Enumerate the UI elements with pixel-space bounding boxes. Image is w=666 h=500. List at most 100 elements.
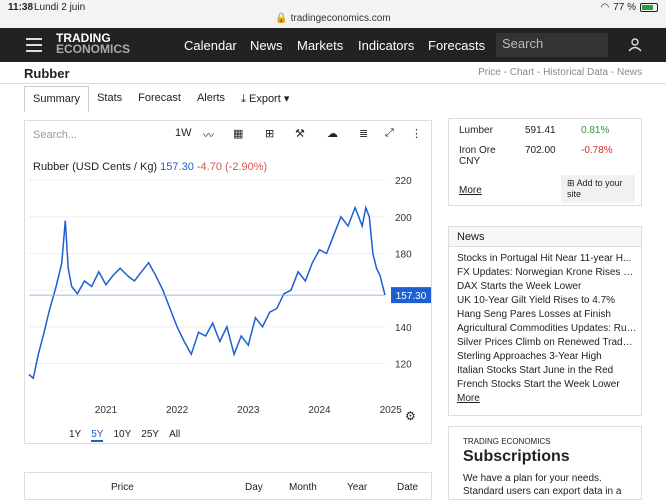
- battery-fill: [642, 5, 653, 10]
- col-price: Price: [111, 482, 134, 493]
- tabs: Summary Stats Forecast Alerts ⤓ Export ▾: [24, 86, 444, 112]
- export-label: Export: [248, 93, 281, 105]
- range-tabs: 1Y 5Y 10Y 25Y All: [69, 429, 180, 442]
- nav-calendar[interactable]: Calendar: [184, 38, 237, 53]
- fullscreen-icon[interactable]: ⤢: [385, 127, 394, 139]
- wrench-icon[interactable]: ⚒: [295, 128, 305, 140]
- user-icon[interactable]: [628, 38, 642, 52]
- list-item[interactable]: Hang Seng Pares Losses at Finish: [457, 309, 611, 320]
- range-25y[interactable]: 25Y: [141, 429, 160, 440]
- list-item[interactable]: DAX Starts the Week Lower: [457, 281, 582, 292]
- range-10y[interactable]: 10Y: [113, 429, 132, 440]
- chart-price: 157.30: [160, 161, 194, 173]
- url-text: tradingeconomics.com: [290, 13, 391, 24]
- chart-info: Rubber (USD Cents / Kg) 157.30 -4.70 (-2…: [33, 161, 267, 173]
- settings-icon[interactable]: ⚙: [405, 409, 416, 423]
- last-value-label: 157.30: [396, 291, 427, 302]
- plus-icon: ⊞: [567, 178, 575, 188]
- download-icon[interactable]: ☁: [327, 128, 338, 140]
- list-item[interactable]: Silver Prices Climb on Renewed Trade ...: [457, 337, 637, 348]
- y-tick-label: 180: [395, 250, 412, 261]
- tab-stats[interactable]: Stats: [97, 92, 123, 104]
- row-name: Iron Ore CNY: [459, 145, 496, 167]
- line-chart-icon[interactable]: 〰: [203, 130, 214, 142]
- chart-change: -4.70 (-2.90%): [196, 161, 268, 173]
- interval-button[interactable]: 1W: [175, 127, 192, 139]
- col-year: Year: [347, 482, 368, 493]
- page-title: Rubber: [24, 66, 70, 81]
- tab-alerts[interactable]: Alerts: [196, 92, 226, 104]
- y-tick-label: 200: [395, 213, 412, 224]
- x-tick-label: 2024: [308, 405, 331, 416]
- logo-line1: TRADING: [56, 31, 111, 45]
- top-navbar: TRADING ECONOMICS Calendar News Markets …: [0, 28, 666, 62]
- y-tick-label: 120: [395, 360, 412, 371]
- address-bar[interactable]: 🔒 tradingeconomics.com: [275, 13, 391, 24]
- status-bar: 11:38 Lundi 2 juin 🔒 tradingeconomics.co…: [0, 0, 666, 28]
- list-item[interactable]: French Stocks Start the Week Lower: [457, 379, 620, 390]
- logo[interactable]: TRADING ECONOMICS: [56, 31, 131, 56]
- list-item[interactable]: Agricultural Commodities Updates: Rub...: [457, 323, 637, 334]
- chart-search-input[interactable]: Search...: [33, 129, 78, 141]
- database-icon[interactable]: ≣: [359, 128, 369, 140]
- news-list: Stocks in Portugal Hit Near 11-year H...…: [457, 253, 637, 404]
- chart-panel: Search... 1W 〰 ▦ ⊞ ⚒ ☁ ≣ ⤢ ⋮ Rubber (USD…: [24, 120, 432, 444]
- series-line[interactable]: [28, 205, 386, 380]
- range-5y[interactable]: 5Y: [91, 429, 104, 442]
- list-item[interactable]: Sterling Approaches 3-Year High: [457, 351, 602, 362]
- news-title: News: [449, 227, 641, 247]
- col-date: Date: [397, 482, 419, 493]
- subscriptions-panel: TRADING ECONOMICS Subscriptions We have …: [448, 426, 642, 500]
- x-tick-label: 2021: [95, 405, 118, 416]
- menu-icon[interactable]: [26, 38, 42, 52]
- nav-indicators[interactable]: Indicators: [358, 38, 415, 53]
- tab-summary[interactable]: Summary: [24, 86, 90, 112]
- compare-icon[interactable]: ⊞: [265, 128, 275, 140]
- search-input[interactable]: Search: [496, 33, 608, 57]
- row-value: 591.41: [525, 125, 556, 136]
- list-item[interactable]: Stocks in Portugal Hit Near 11-year H...: [457, 253, 632, 264]
- status-time: 11:38: [8, 2, 34, 13]
- add-site-label: Add to your site: [567, 178, 623, 199]
- price-table-header: Price Day Month Year Date: [24, 472, 432, 500]
- subs-title: Subscriptions: [463, 448, 570, 465]
- subs-text: We have a plan for your needs. Standard …: [463, 473, 622, 497]
- breadcrumb[interactable]: Price - Chart - Historical Data - News: [478, 67, 642, 78]
- row-change: -0.78%: [581, 145, 613, 156]
- range-all[interactable]: All: [169, 429, 181, 440]
- list-item[interactable]: FX Updates: Norwegian Krone Rises by...: [457, 267, 637, 278]
- last-value-badge: [391, 287, 431, 304]
- news-more-link[interactable]: More: [457, 393, 480, 404]
- battery-indicator: ◠ 77 %: [600, 2, 658, 13]
- tab-export[interactable]: ⤓ Export ▾: [241, 93, 290, 105]
- x-tick-label: 2022: [166, 405, 189, 416]
- x-tick-label: 2025: [380, 405, 403, 416]
- news-panel: News Stocks in Portugal Hit Near 11-year…: [448, 226, 642, 416]
- related-markets: Lumber 591.41 0.81% Iron Ore CNY 702.00 …: [448, 118, 642, 206]
- wifi-icon: ◠: [600, 2, 610, 13]
- tab-forecast[interactable]: Forecast: [138, 92, 181, 104]
- row-name: Lumber: [459, 125, 493, 136]
- col-day: Day: [245, 482, 263, 493]
- logo-line2: ECONOMICS: [56, 42, 131, 56]
- more-icon[interactable]: ⋮: [411, 128, 422, 140]
- row-change: 0.81%: [581, 125, 610, 136]
- add-to-site-button[interactable]: ⊞ Add to your site: [561, 175, 635, 203]
- y-tick-label: 140: [395, 323, 412, 334]
- status-date: Lundi 2 juin: [34, 2, 86, 13]
- range-1y[interactable]: 1Y: [69, 429, 82, 440]
- subs-brand: TRADING ECONOMICS: [463, 437, 551, 446]
- col-month: Month: [289, 482, 317, 493]
- price-chart[interactable]: 1201401601802002202021202220232024202515…: [25, 151, 431, 431]
- x-tick-label: 2023: [237, 405, 260, 416]
- nav-forecasts[interactable]: Forecasts: [428, 38, 486, 53]
- list-item[interactable]: UK 10-Year Gilt Yield Rises to 4.7%: [457, 295, 616, 306]
- more-link[interactable]: More: [459, 185, 482, 196]
- y-tick-label: 220: [395, 176, 412, 187]
- page-header: Rubber Price - Chart - Historical Data -…: [0, 62, 666, 84]
- calendar-icon[interactable]: ▦: [233, 128, 244, 140]
- nav-markets[interactable]: Markets: [297, 38, 344, 53]
- row-value: 702.00: [525, 145, 556, 156]
- nav-news[interactable]: News: [250, 38, 283, 53]
- list-item[interactable]: Italian Stocks Start June in the Red: [457, 365, 614, 376]
